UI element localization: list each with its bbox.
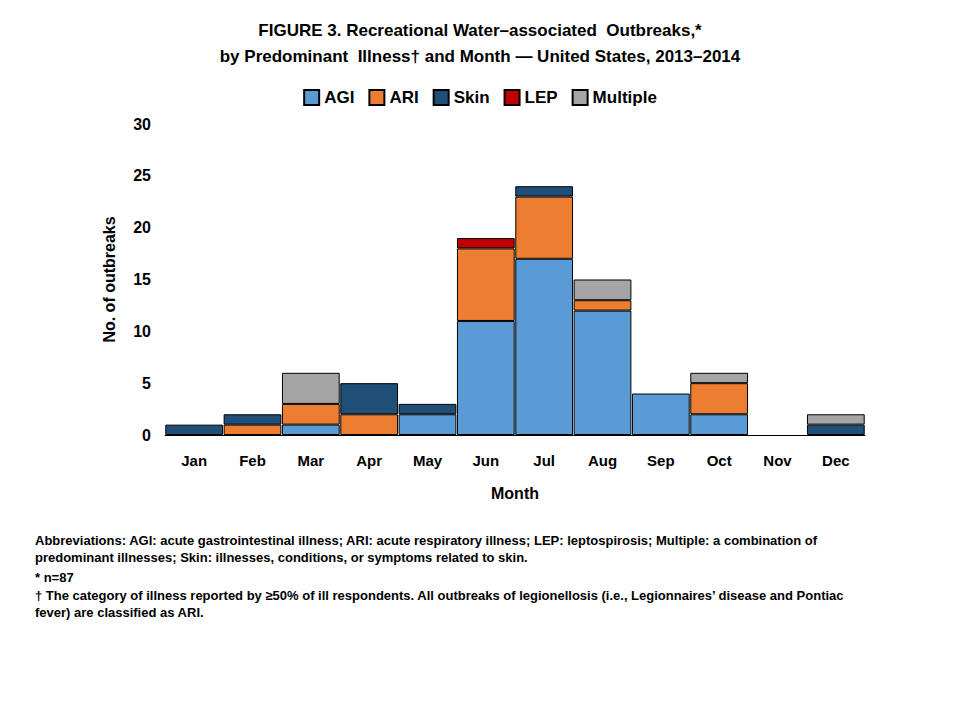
svg-text:* n=87: * n=87 (35, 570, 74, 585)
svg-text:No. of outbreaks: No. of outbreaks (101, 216, 118, 342)
svg-text:10: 10 (133, 323, 151, 340)
svg-text:by Predominant Illness† and M: by Predominant Illness† and Month — Unit… (220, 47, 741, 66)
svg-text:Sep: Sep (647, 452, 675, 469)
svg-text:AGI: AGI (324, 88, 354, 107)
svg-text:30: 30 (133, 116, 151, 133)
svg-text:Jul: Jul (533, 452, 555, 469)
svg-text:Mar: Mar (297, 452, 324, 469)
svg-text:Skin: Skin (454, 88, 490, 107)
svg-text:Jan: Jan (181, 452, 207, 469)
svg-text:0: 0 (142, 427, 151, 444)
svg-text:predominant illnesses; Skin: i: predominant illnesses; Skin: illnesses, … (35, 550, 528, 565)
svg-text:15: 15 (133, 271, 151, 288)
svg-text:LEP: LEP (525, 88, 558, 107)
svg-text:† The category of illness repo: † The category of illness reported by ≥5… (35, 588, 847, 603)
svg-text:5: 5 (142, 375, 151, 392)
svg-text:Jun: Jun (472, 452, 499, 469)
svg-text:Abbreviations: AGI: acute gast: Abbreviations: AGI: acute gastrointestin… (35, 533, 821, 548)
svg-text:May: May (413, 452, 443, 469)
svg-text:Nov: Nov (763, 452, 792, 469)
svg-text:Month: Month (491, 485, 539, 502)
svg-text:20: 20 (133, 219, 151, 236)
svg-text:Aug: Aug (588, 452, 617, 469)
svg-text:FIGURE 3. Recreational Water–a: FIGURE 3. Recreational Water–associated … (258, 21, 702, 40)
svg-text:Multiple: Multiple (593, 88, 657, 107)
svg-text:Feb: Feb (239, 452, 266, 469)
svg-text:fever) are classified as ARI.: fever) are classified as ARI. (35, 605, 204, 620)
svg-text:Oct: Oct (707, 452, 732, 469)
svg-text:Dec: Dec (822, 452, 850, 469)
svg-text:25: 25 (133, 167, 151, 184)
svg-text:Apr: Apr (356, 452, 382, 469)
svg-text:ARI: ARI (389, 88, 418, 107)
